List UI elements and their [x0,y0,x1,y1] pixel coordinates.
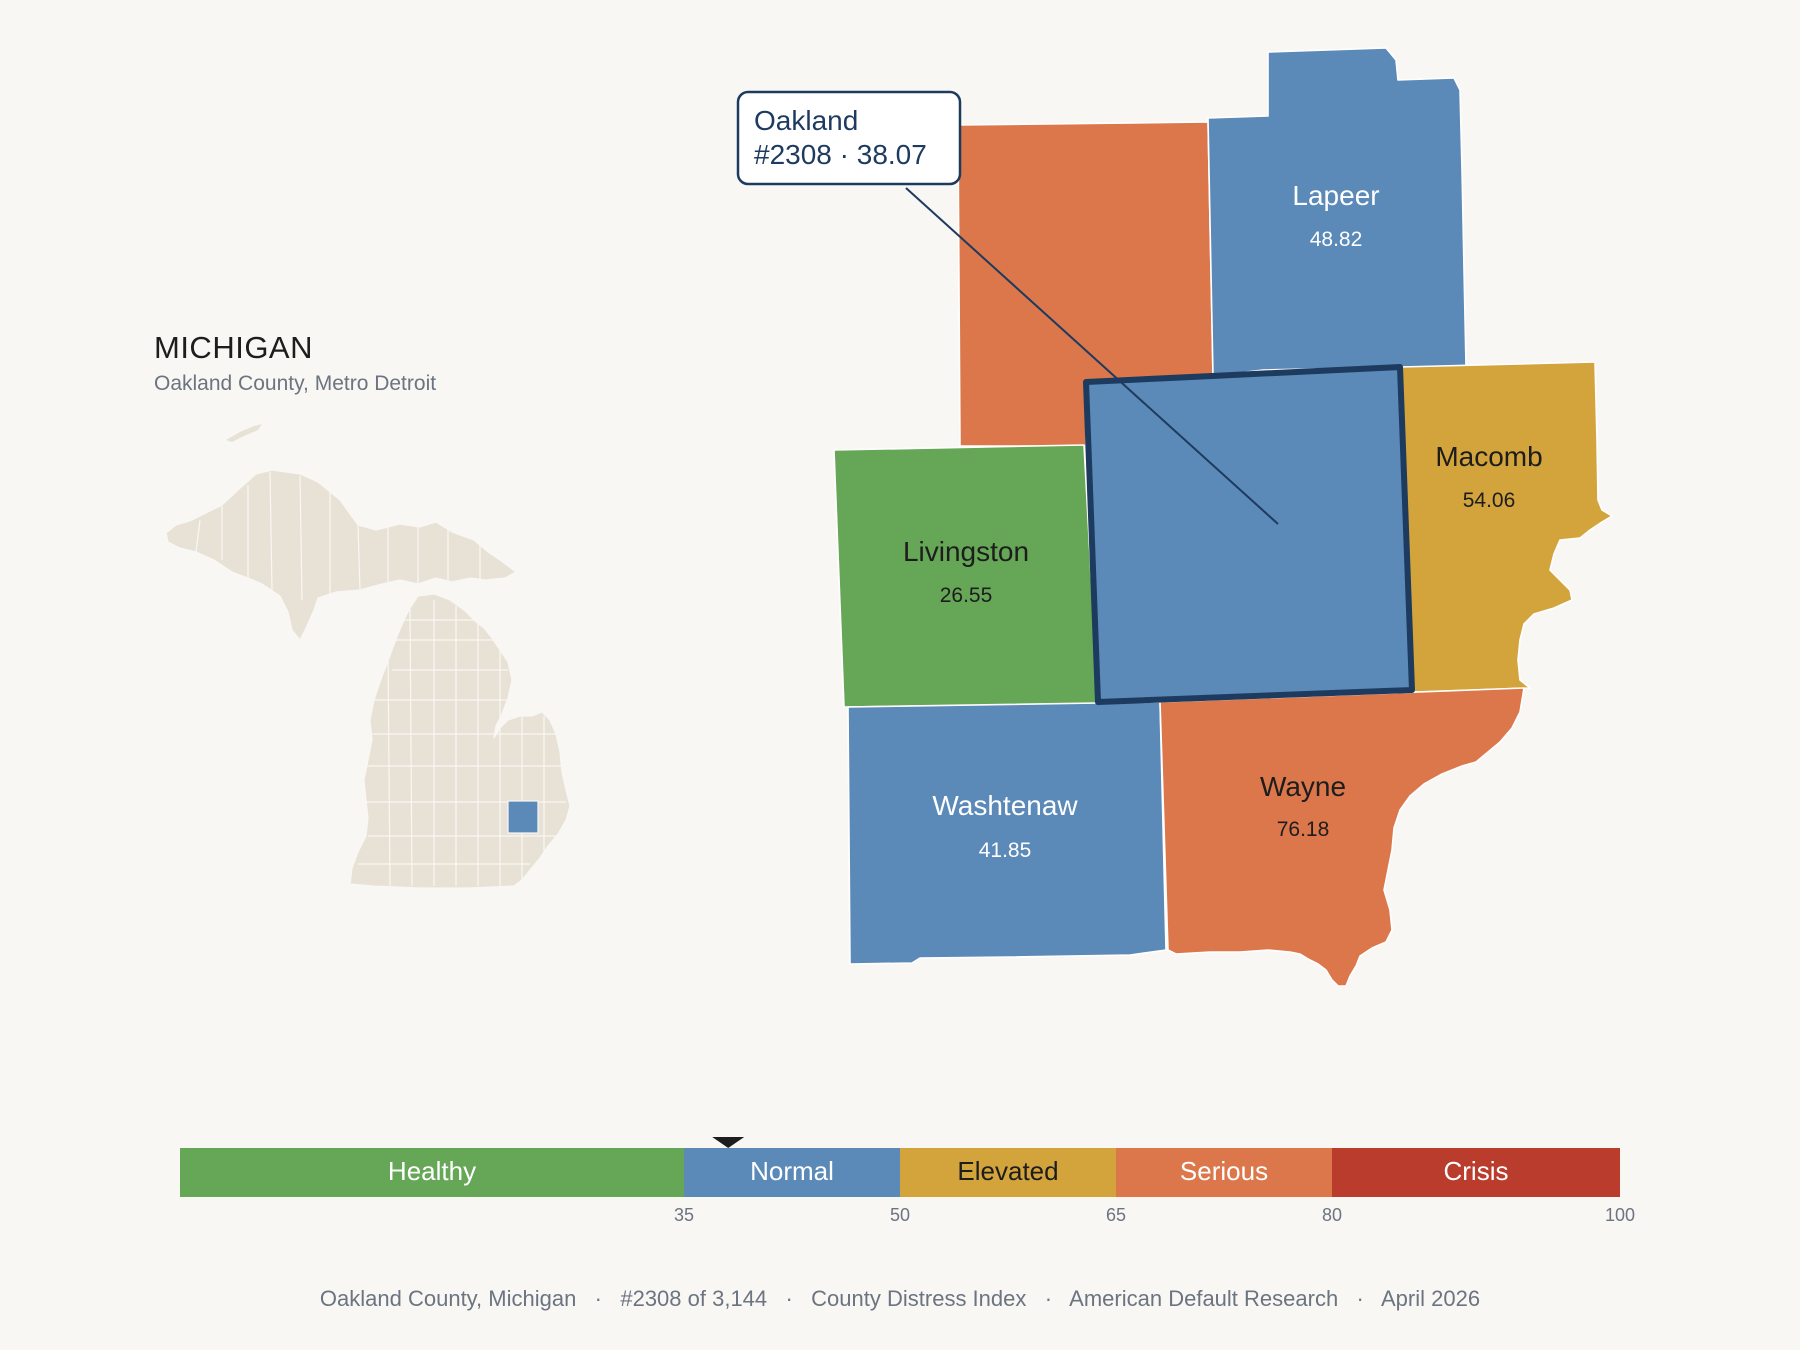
county-name-washtenaw: Washtenaw [932,790,1078,821]
footer-separator: · [1356,1286,1364,1311]
county-lapeer[interactable] [1207,47,1467,377]
county-livingston[interactable] [833,444,1099,708]
oakland-callout: Oakland #2308 · 38.07 [736,90,1279,525]
legend-tick-label: 65 [1106,1205,1126,1225]
callout-leader-line [905,187,1279,525]
county-score-washtenaw: 41.85 [979,839,1032,862]
legend-segment-healthy [180,1148,684,1197]
legend-label-normal: Normal [750,1156,834,1186]
county-map [833,47,1613,987]
michigan-locator-map [165,424,571,889]
footer-date: April 2026 [1380,1286,1481,1311]
county-name-wayne: Wayne [1260,771,1346,802]
legend-label-serious: Serious [1180,1156,1268,1186]
county-name-livingston: Livingston [903,536,1029,567]
legend-tick-label: 80 [1322,1205,1342,1225]
legend-tick-label: 100 [1605,1205,1635,1225]
county-wayne[interactable] [1159,687,1525,987]
county-labels: Lapeer 48.82 Macomb 54.06 Livingston 26.… [903,180,1543,862]
county-oakland[interactable] [1083,364,1415,705]
footer-separator: · [1044,1286,1053,1311]
state-title: MICHIGAN [154,330,313,365]
state-subtitle: Oakland County, Metro Detroit [154,372,437,395]
footer-rank: #2308 of 3,144 [620,1286,768,1311]
upper-peninsula [165,469,518,642]
callout-name: Oakland [754,105,858,136]
footer-place: Oakland County, Michigan [319,1286,577,1311]
legend-label-elevated: Elevated [957,1156,1058,1186]
county-name-lapeer: Lapeer [1292,180,1379,211]
isle-royale [226,424,262,442]
footer-source: American Default Research [1069,1286,1339,1311]
footer-index: County Distress Index [811,1286,1027,1311]
legend-segment-crisis [1332,1148,1620,1197]
callout-box [736,90,962,186]
county-score-macomb: 54.06 [1463,489,1516,512]
legend-tick-label: 50 [890,1205,910,1225]
legend-label-crisis: Crisis [1444,1156,1509,1186]
county-score-lapeer: 48.82 [1310,228,1363,251]
county-score-wayne: 76.18 [1277,818,1330,841]
distress-legend: Healthy Normal Elevated Serious Crisis 35 50 65… [180,1137,1635,1225]
county-grid [195,471,566,887]
legend-segment-serious [1116,1148,1332,1197]
legend-segment-normal [684,1148,900,1197]
county-macomb[interactable] [1399,361,1613,693]
oakland-locator-marker [507,800,539,834]
legend-label-healthy: Healthy [388,1156,476,1186]
legend-tick-label: 35 [674,1205,694,1225]
footer-separator: · [785,1286,793,1311]
legend-segment-elevated [900,1148,1116,1197]
footer: Oakland County, Michigan · #2308 of 3,14… [0,1286,1800,1312]
footer-separator: · [594,1286,602,1311]
county-washtenaw[interactable] [847,701,1167,965]
legend-marker-triangle [712,1137,745,1148]
county-score-livingston: 26.55 [940,584,993,607]
lower-peninsula [349,593,571,889]
callout-rank-score: #2308 · 38.07 [754,139,927,170]
county-name-macomb: Macomb [1435,441,1542,472]
